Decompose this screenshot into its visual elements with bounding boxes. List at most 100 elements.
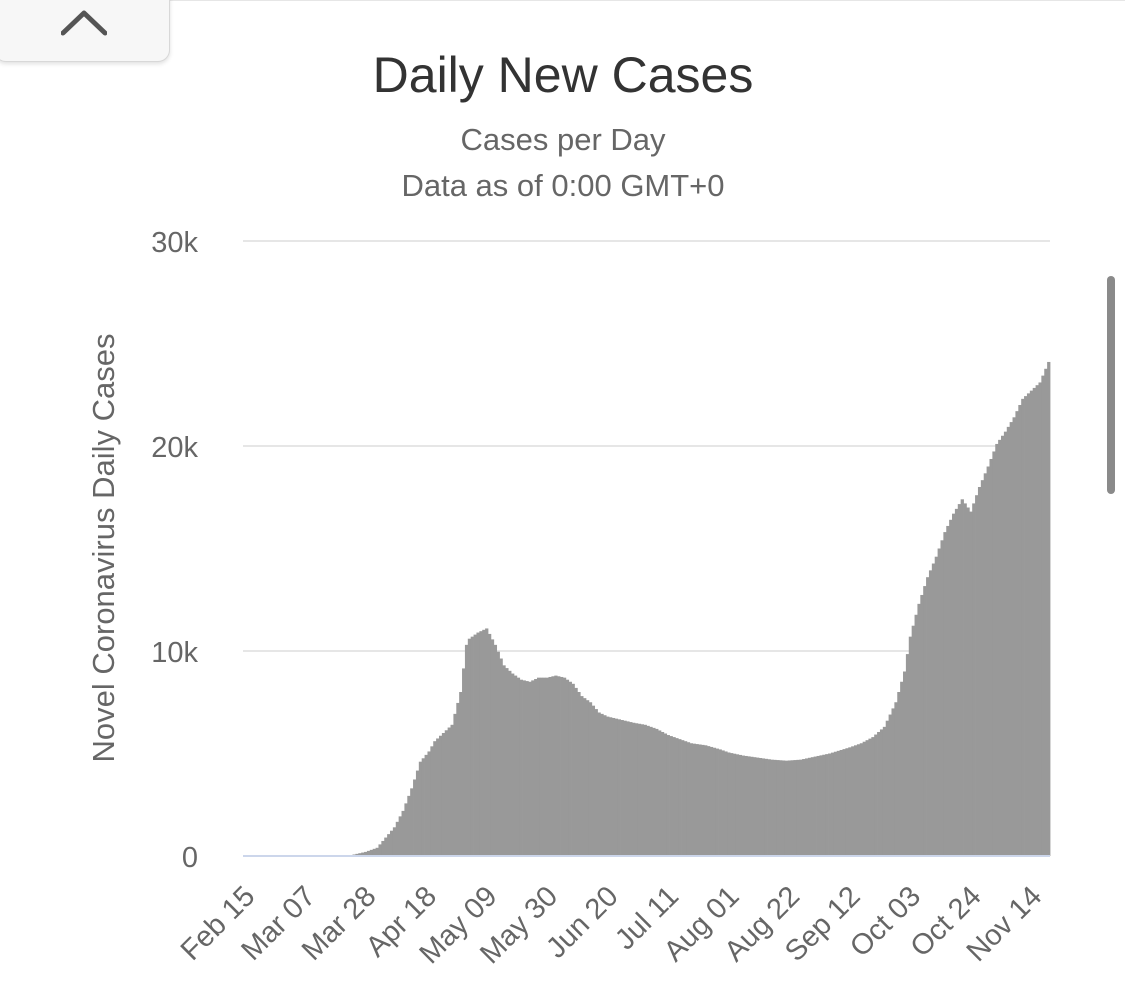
daily-case-bar bbox=[877, 731, 881, 856]
daily-case-bar bbox=[626, 721, 630, 856]
daily-case-bar bbox=[637, 723, 642, 856]
daily-case-bar bbox=[407, 795, 411, 856]
daily-case-bar bbox=[594, 709, 598, 856]
daily-case-bar bbox=[998, 439, 1002, 856]
daily-case-bar bbox=[588, 702, 593, 856]
daily-case-bar bbox=[681, 740, 685, 856]
daily-case-bar bbox=[1003, 431, 1008, 856]
daily-case-bar bbox=[793, 760, 797, 856]
daily-case-bar bbox=[931, 563, 936, 856]
vertical-scrollbar-thumb[interactable] bbox=[1107, 276, 1115, 494]
daily-case-bar bbox=[975, 495, 979, 856]
daily-case-bar bbox=[560, 676, 564, 856]
daily-case-bar bbox=[525, 681, 529, 856]
daily-case-bar bbox=[983, 473, 987, 856]
daily-case-bar bbox=[992, 451, 996, 856]
y-tick-label: 30k bbox=[151, 227, 198, 259]
daily-case-bar bbox=[655, 728, 659, 856]
daily-case-bar bbox=[960, 499, 964, 856]
daily-case-bar bbox=[401, 810, 405, 856]
daily-case-bar bbox=[606, 716, 610, 856]
daily-case-bar bbox=[963, 503, 967, 856]
daily-case-bar bbox=[692, 743, 696, 856]
daily-case-bar bbox=[851, 746, 855, 856]
daily-case-bar bbox=[871, 737, 875, 856]
chart-subtitle-line-1: Cases per Day bbox=[460, 122, 666, 157]
daily-case-bar bbox=[643, 724, 647, 856]
daily-case-bar bbox=[580, 696, 584, 856]
daily-case-bar bbox=[487, 633, 492, 856]
daily-case-bar bbox=[666, 735, 670, 856]
daily-case-bar bbox=[756, 757, 760, 856]
daily-case-bar bbox=[421, 758, 425, 856]
daily-case-bar bbox=[516, 677, 521, 856]
daily-case-bar bbox=[433, 741, 437, 856]
daily-case-bar bbox=[413, 779, 417, 856]
daily-case-bar bbox=[753, 757, 757, 856]
chart-title: Daily New Cases bbox=[373, 47, 754, 103]
daily-case-bar bbox=[473, 634, 477, 856]
daily-case-bar bbox=[949, 519, 953, 856]
daily-case-bar bbox=[937, 548, 941, 856]
daily-case-bar bbox=[856, 744, 861, 856]
daily-case-bar bbox=[364, 851, 368, 856]
daily-case-bar bbox=[611, 717, 616, 856]
daily-case-bar bbox=[966, 507, 970, 856]
daily-case-bar bbox=[839, 749, 843, 856]
daily-case-bar bbox=[689, 743, 694, 856]
daily-case-bar bbox=[369, 849, 374, 856]
daily-case-bar bbox=[545, 677, 549, 856]
daily-case-bar bbox=[536, 677, 541, 856]
daily-case-bar bbox=[1021, 398, 1025, 856]
chart-subtitle-line-2: Data as of 0:00 GMT+0 bbox=[401, 168, 724, 203]
daily-case-bar bbox=[389, 830, 394, 856]
daily-case-bar bbox=[914, 614, 918, 856]
daily-case-bar bbox=[923, 586, 927, 856]
daily-case-bar bbox=[738, 754, 743, 856]
daily-case-bar bbox=[761, 758, 766, 856]
daily-case-bar bbox=[816, 755, 820, 856]
daily-case-bar bbox=[972, 503, 976, 856]
daily-case-bar bbox=[1015, 411, 1019, 856]
daily-case-bar bbox=[430, 746, 434, 856]
daily-case-bar bbox=[885, 720, 889, 856]
daily-case-bar bbox=[1044, 368, 1048, 856]
daily-case-bar bbox=[539, 677, 544, 856]
daily-case-bar bbox=[903, 671, 907, 856]
daily-case-bar bbox=[456, 702, 460, 856]
y-axis-ticks: 0 10k 20k 30k bbox=[151, 227, 198, 874]
daily-case-bar bbox=[554, 675, 558, 856]
daily-case-bar bbox=[862, 741, 866, 856]
daily-case-bar bbox=[868, 738, 872, 856]
daily-case-bar bbox=[632, 722, 636, 856]
daily-case-bar bbox=[707, 746, 711, 856]
daily-case-bar bbox=[1012, 417, 1016, 856]
daily-case-bar bbox=[802, 759, 806, 856]
collapse-button[interactable] bbox=[0, 0, 170, 62]
daily-case-bar bbox=[562, 677, 567, 856]
daily-case-bar bbox=[675, 738, 679, 857]
daily-case-bar bbox=[372, 848, 376, 856]
daily-case-bar bbox=[447, 727, 451, 856]
daily-case-bar bbox=[730, 753, 734, 856]
daily-case-bar bbox=[678, 739, 682, 856]
daily-case-bar bbox=[695, 744, 699, 856]
daily-case-bar bbox=[796, 759, 800, 856]
daily-case-bar bbox=[770, 759, 774, 856]
daily-case-bar bbox=[462, 668, 466, 856]
y-tick-label: 10k bbox=[151, 637, 198, 669]
daily-case-bar bbox=[830, 752, 835, 856]
daily-case-bar bbox=[1024, 396, 1028, 856]
daily-case-bar bbox=[355, 853, 359, 856]
daily-case-bar bbox=[1001, 435, 1005, 856]
y-axis-label: Novel Coronavirus Daily Cases bbox=[86, 334, 121, 763]
daily-case-bar bbox=[724, 751, 728, 856]
daily-case-bar bbox=[894, 702, 898, 856]
daily-case-bar bbox=[614, 718, 619, 856]
daily-case-bar bbox=[897, 692, 901, 856]
daily-case-bar bbox=[629, 722, 633, 856]
daily-case-bar bbox=[623, 720, 627, 856]
daily-case-bar bbox=[585, 700, 590, 856]
